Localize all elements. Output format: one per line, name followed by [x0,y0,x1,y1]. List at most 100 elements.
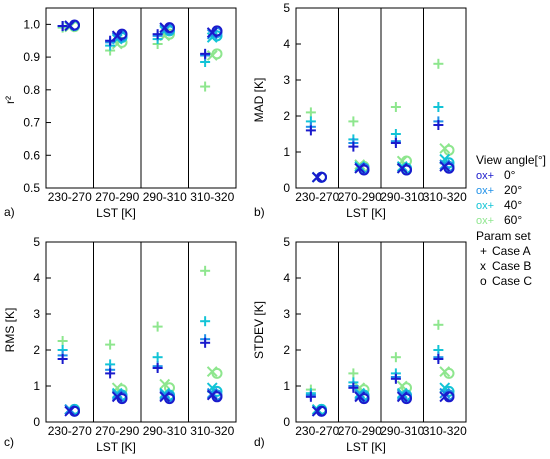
legend-angle-3-label: 60° [504,213,522,227]
panel-a-marker-0deg-case-a [152,29,163,40]
panel-b-ytick-label: 5 [283,1,290,15]
panel-c-marker-60deg-case-b [159,378,171,390]
panel-b-category-label: 270-290 [338,190,382,204]
legend-param-0-symbol: + [480,244,487,258]
panel-c-marker-0deg-case-a [200,337,211,348]
panel-c-marker-60deg-case-a [105,339,116,350]
panel-d-marker-60deg-case-a [433,319,444,330]
panel-a-ytick-label: 0.8 [23,83,40,97]
legend-angle-1-label: 20° [504,183,522,197]
panel-d-marker-0deg-case-a [390,373,401,384]
panel-a-ylabel: r² [3,96,17,104]
panel-d-marker-60deg-case-c [443,367,455,379]
panel-a-ytick-label: 0.5 [23,181,40,195]
panel-c-marker-0deg-case-c [69,405,80,417]
legend-angle-0: ox+ 0° [476,168,516,182]
panel-c-marker-0deg-case-c [116,393,128,405]
legend-angle-1-glyph: ox+ [476,185,494,197]
panel-b-marker-0deg-case-c [358,164,370,176]
panel-d-marker-0deg-case-c [316,405,327,417]
panel-b-ytick-label: 4 [283,37,290,51]
panel-d-category-label: 290-310 [380,424,424,438]
panel-b-letter: b) [254,205,265,219]
panel-a-marker-0deg-case-a [57,21,68,31]
panel-a-ytick-label: 0.9 [23,50,40,64]
legend-angle-2-label: 40° [504,198,522,212]
panel-b-marker-0deg-case-c [316,171,327,183]
panel-d-ytick-label: 1 [283,379,290,393]
panel-c-xlabel: LST [K] [96,440,136,454]
panel-a-marker-0deg-case-a [200,48,211,59]
panel-c-ytick-label: 1 [33,379,40,393]
legend-angle-0-label: 0° [504,168,516,182]
panel-b-marker-60deg-case-a [305,107,316,118]
panel-c-ytick-label: 3 [33,307,40,321]
legend-param-2: o Case C [480,274,532,288]
panel-a-category-label: 310-320 [190,190,234,204]
panel-c-marker-0deg-case-a [152,363,163,373]
panel-b-ytick-label: 3 [283,73,290,87]
panel-d-marker-0deg-case-c [358,393,370,405]
panel-c-ylabel: RMS [K] [3,308,17,353]
panel-c-marker-60deg-case-a [200,265,211,276]
panel-c-marker-40deg-case-c [211,385,223,397]
panel-b-category-label: 230-270 [295,190,339,204]
panel-c-category-label: 290-310 [143,424,187,438]
panel-b-category-label: 290-310 [380,190,424,204]
panel-a-plot: 0.5 0.6 0.7 0.8 0.9 1.0 230-270 270-290 290-310 3… [23,7,237,204]
panel-d-marker-0deg-case-c [401,393,412,405]
panel-d-ytick-label: 2 [283,343,290,357]
panel-b-marker-60deg-case-a [348,116,359,127]
panel-d-ytick-label: 3 [283,307,290,321]
panel-c-marker-0deg-case-c [211,391,223,403]
panel-b-ytick-label: 0 [283,181,290,195]
panel-c-category-label: 270-290 [95,424,139,438]
panel-a-marker-0deg-case-c [164,22,175,34]
panel-a-letter: a) [4,205,15,219]
legend-param-1: x Case B [480,259,531,273]
panel-c-marker-0deg-case-a [57,354,68,364]
panel-b-marker-0deg-case-a [433,120,444,130]
legend-angle-3: ox+ 60° [476,213,522,227]
panel-d-xlabel: LST [K] [346,440,386,454]
panel-d-category-label: 270-290 [338,424,382,438]
panel-c-marker-40deg-case-a [152,352,163,363]
panel-d-marker-0deg-case-a [348,382,359,393]
panel-b-ylabel: MAD [K] [252,78,266,123]
legend-param-2-label: Case C [492,274,532,288]
legend-angle-3-glyph: ox+ [476,215,494,227]
panel-b-marker-40deg-case-a [433,102,444,112]
panel-a-ytick-label: 0.7 [23,116,40,130]
panel-b-marker-40deg-case-c [443,157,455,169]
panel-c-marker-60deg-case-c [211,367,223,379]
panel-b-marker-60deg-case-a [390,102,401,112]
panel-d-ylabel: STDEV [K] [252,301,266,359]
panel-a-marker-60deg-case-c [211,48,223,60]
panel-b-xlabel: LST [K] [346,206,386,220]
panel-b-marker-0deg-case-a [390,138,401,148]
panel-a-marker-0deg-case-c [211,25,223,37]
panel-c-category-label: 310-320 [190,424,234,438]
legend-param-0: + Case A [480,244,531,258]
panel-c-ytick-label: 5 [33,235,40,249]
panel-c: 0 1 2 3 4 5 230-270 270-290 290-310 310-320 RMS [… [3,235,237,454]
panel-b-ytick-label: 1 [283,145,290,159]
panel-a-marker-0deg-case-c [116,28,128,40]
panel-c-category-label: 230-270 [48,424,92,438]
panel-c-plot: 0 1 2 3 4 5 230-270 270-290 290-310 310-320 [33,235,237,438]
panel-a-category-label: 230-270 [48,190,92,204]
panel-a-ytick-label: 1.0 [23,17,40,31]
panel-a-ytick-label: 0.6 [23,148,40,162]
panel-d-marker-0deg-case-a [433,354,444,364]
panel-d-marker-0deg-case-c [443,391,455,403]
panel-a-marker-60deg-case-c [164,28,175,40]
legend-angle-2: ox+ 40° [476,198,522,212]
panel-a: 0.5 0.6 0.7 0.8 0.9 1.0 230-270 270-290 290-310 3… [3,7,237,220]
panel-d-category-label: 230-270 [295,424,339,438]
panel-b-marker-0deg-case-c [401,164,412,176]
panel-d-ytick-label: 4 [283,271,290,285]
panel-c-ytick-label: 4 [33,271,40,285]
